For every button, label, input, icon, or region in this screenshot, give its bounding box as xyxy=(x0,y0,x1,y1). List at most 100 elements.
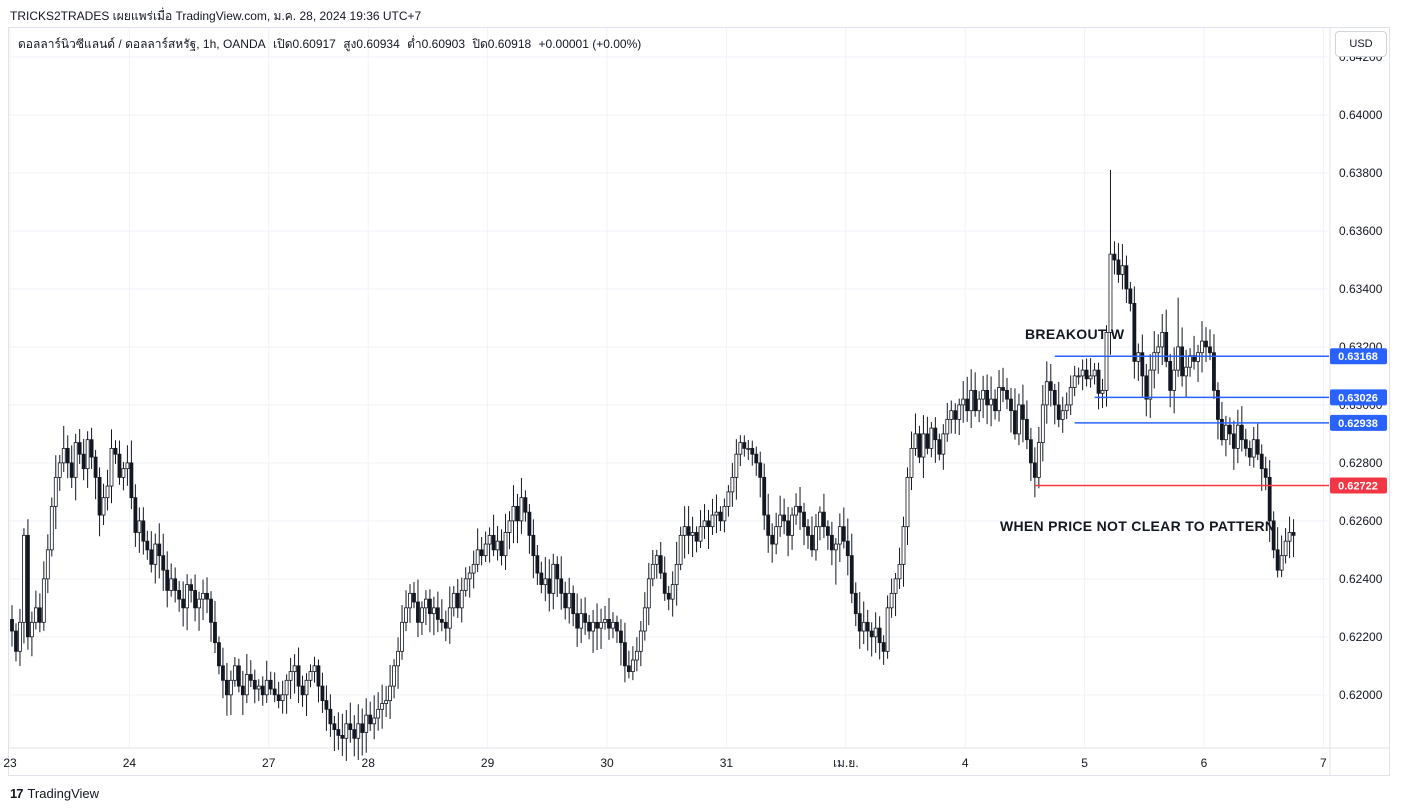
candle-body[interactable] xyxy=(714,511,719,516)
candle-body[interactable] xyxy=(177,590,182,600)
candle-body[interactable] xyxy=(1056,404,1061,420)
candle-body[interactable] xyxy=(607,619,611,629)
candle-body[interactable] xyxy=(304,679,309,696)
candle-body[interactable] xyxy=(320,685,325,702)
candle-body[interactable] xyxy=(431,607,436,615)
candle-body[interactable] xyxy=(73,442,78,478)
candle-body[interactable] xyxy=(674,563,679,586)
candle-body[interactable] xyxy=(145,540,150,551)
candle-body[interactable] xyxy=(240,685,245,696)
candle-body[interactable] xyxy=(471,563,476,574)
candle-body[interactable] xyxy=(467,572,472,580)
candle-body[interactable] xyxy=(1124,265,1129,290)
candle-body[interactable] xyxy=(754,453,759,464)
candle-body[interactable] xyxy=(81,453,86,470)
candle-body[interactable] xyxy=(873,627,878,638)
candle-body[interactable] xyxy=(1279,555,1284,571)
candle-body[interactable] xyxy=(853,592,858,615)
candle-body[interactable] xyxy=(252,679,257,690)
candle-body[interactable] xyxy=(248,674,253,681)
candle-body[interactable] xyxy=(18,621,22,652)
candle-body[interactable] xyxy=(447,607,452,629)
candle-body[interactable] xyxy=(487,534,492,545)
candle-body[interactable] xyxy=(264,679,269,696)
candle-body[interactable] xyxy=(555,563,560,580)
candle-body[interactable] xyxy=(388,685,393,702)
candle-body[interactable] xyxy=(1092,369,1097,377)
candle-body[interactable] xyxy=(917,433,922,458)
candle-body[interactable] xyxy=(1160,332,1165,348)
candle-body[interactable] xyxy=(57,462,62,478)
candle-body[interactable] xyxy=(543,578,548,586)
candle-body[interactable] xyxy=(1255,439,1260,455)
candle-body[interactable] xyxy=(412,592,416,603)
candle-body[interactable] xyxy=(503,532,508,557)
candle-body[interactable] xyxy=(1287,532,1292,542)
candle-body[interactable] xyxy=(1132,303,1137,362)
candle-body[interactable] xyxy=(1263,468,1268,478)
candle-body[interactable] xyxy=(65,447,70,464)
candle-body[interactable] xyxy=(551,563,556,594)
candle-body[interactable] xyxy=(344,723,349,739)
candle-body[interactable] xyxy=(770,534,775,545)
candle-body[interactable] xyxy=(1243,439,1248,449)
candle-body[interactable] xyxy=(157,543,162,557)
candle-body[interactable] xyxy=(666,592,671,600)
candle-body[interactable] xyxy=(205,592,209,600)
candle-body[interactable] xyxy=(404,607,408,623)
candle-body[interactable] xyxy=(627,665,631,673)
candle-body[interactable] xyxy=(292,665,297,673)
candle-body[interactable] xyxy=(479,549,484,557)
candle-body[interactable] xyxy=(782,514,787,522)
candle-body[interactable] xyxy=(535,555,540,574)
candle-body[interactable] xyxy=(380,703,385,710)
candle-body[interactable] xyxy=(408,592,412,609)
candle-body[interactable] xyxy=(1072,375,1077,388)
candle-body[interactable] xyxy=(1005,389,1009,400)
candle-body[interactable] xyxy=(181,598,186,609)
candle-body[interactable] xyxy=(957,404,962,420)
candle-body[interactable] xyxy=(885,607,890,652)
candle-body[interactable] xyxy=(97,476,102,516)
candle-body[interactable] xyxy=(977,398,982,412)
candle-body[interactable] xyxy=(1152,352,1157,371)
candle-body[interactable] xyxy=(559,578,564,594)
candle-body[interactable] xyxy=(937,439,942,455)
candle-body[interactable] xyxy=(595,621,599,629)
candle-body[interactable] xyxy=(905,476,910,528)
candle-body[interactable] xyxy=(61,447,66,464)
candle-body[interactable] xyxy=(435,607,440,620)
candle-body[interactable] xyxy=(762,476,767,516)
candle-body[interactable] xyxy=(1112,253,1117,261)
candle-body[interactable] xyxy=(1267,476,1272,522)
candle-body[interactable] xyxy=(10,619,14,632)
candle-body[interactable] xyxy=(734,453,739,478)
candle-body[interactable] xyxy=(997,387,1001,412)
candle-body[interactable] xyxy=(1275,549,1280,571)
candle-body[interactable] xyxy=(702,520,707,528)
candle-body[interactable] xyxy=(312,665,317,673)
candle-body[interactable] xyxy=(193,590,197,609)
candle-body[interactable] xyxy=(1076,375,1081,378)
candle-body[interactable] xyxy=(1283,540,1288,557)
candle-body[interactable] xyxy=(933,427,938,441)
candle-body[interactable] xyxy=(1291,532,1296,536)
candle-body[interactable] xyxy=(1204,340,1208,348)
candle-body[interactable] xyxy=(1068,387,1073,406)
candle-body[interactable] xyxy=(1251,439,1256,458)
candle-body[interactable] xyxy=(953,410,958,420)
candle-body[interactable] xyxy=(1172,369,1177,391)
candle-body[interactable] xyxy=(364,714,369,733)
candle-body[interactable] xyxy=(591,621,595,632)
candle-body[interactable] xyxy=(583,613,588,623)
candle-body[interactable] xyxy=(14,630,18,652)
tradingview-logo[interactable]: 17 TradingView xyxy=(10,786,99,801)
candle-body[interactable] xyxy=(228,679,233,696)
candle-body[interactable] xyxy=(826,526,830,536)
candle-body[interactable] xyxy=(400,621,404,652)
candle-body[interactable] xyxy=(1227,424,1232,435)
candle-body[interactable] xyxy=(101,497,106,516)
candle-body[interactable] xyxy=(308,671,313,681)
candle-body[interactable] xyxy=(1032,462,1037,478)
candle-body[interactable] xyxy=(1239,424,1244,441)
